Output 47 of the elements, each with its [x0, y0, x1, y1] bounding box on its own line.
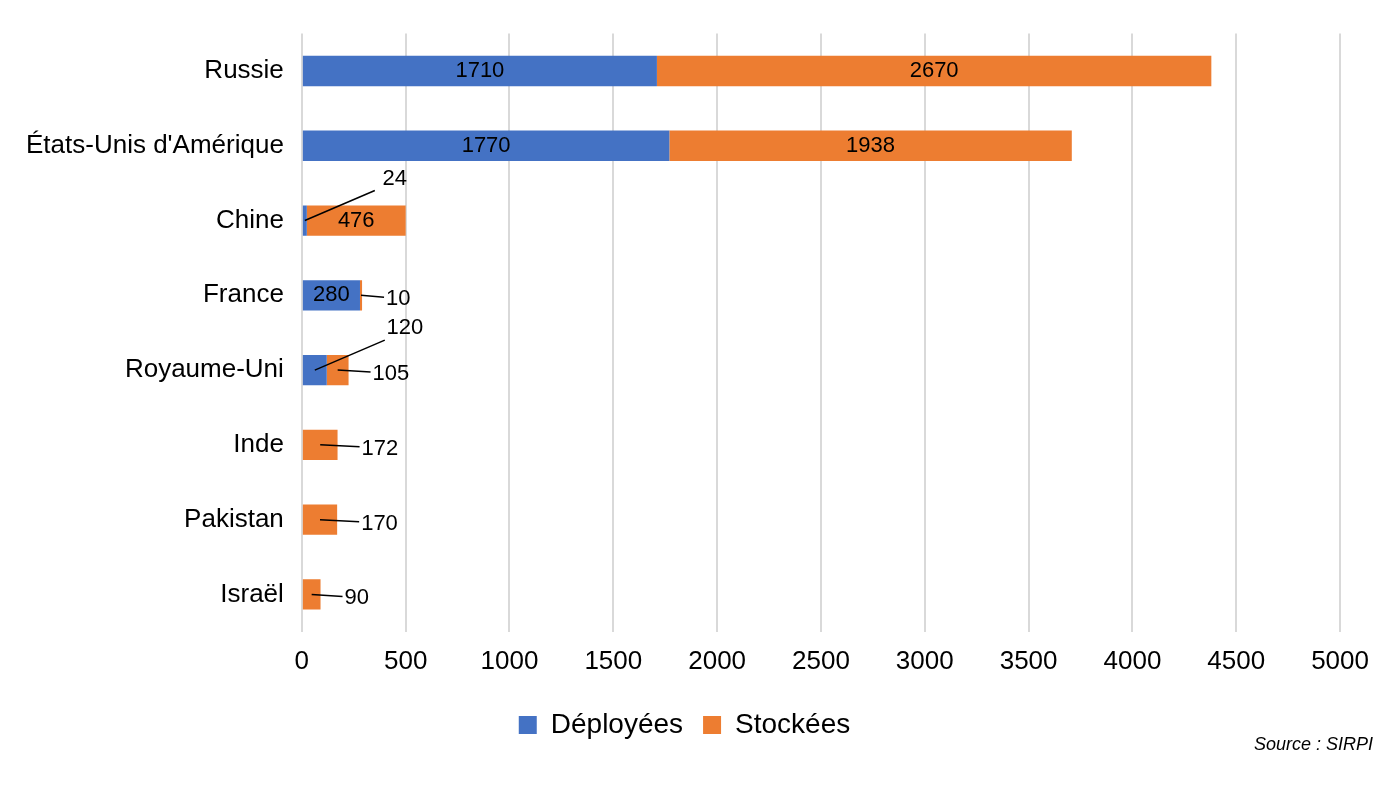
- x-tick-label: 3500: [999, 644, 1058, 675]
- data-label: 1770: [461, 131, 511, 157]
- data-label: 172: [361, 434, 399, 460]
- y-tick-label: Pakistan: [184, 502, 284, 533]
- data-label: 1710: [455, 57, 505, 83]
- y-tick-label: France: [202, 278, 284, 309]
- data-label: 280: [313, 281, 350, 307]
- data-label: 1938: [846, 131, 896, 157]
- bar: [302, 55, 657, 87]
- bar: [326, 354, 349, 386]
- bar: [302, 205, 307, 236]
- bar: [302, 429, 338, 460]
- bar: [302, 579, 321, 610]
- x-tick-label: 3000: [895, 644, 954, 675]
- bar: [306, 205, 406, 236]
- y-tick-label: Chine: [215, 203, 284, 234]
- legend-label: Stockées: [735, 707, 851, 739]
- y-tick-label: États-Unis d'Amérique: [26, 128, 284, 159]
- data-label: 90: [344, 584, 370, 610]
- y-tick-label: Russie: [204, 54, 284, 85]
- legend-label: Déployées: [550, 707, 684, 739]
- data-label: 120: [386, 314, 424, 340]
- x-tick-label: 1000: [480, 644, 539, 675]
- data-label: 476: [337, 206, 375, 232]
- bar: [359, 280, 363, 311]
- x-tick-label: 4500: [1207, 644, 1266, 675]
- x-tick-label: 500: [383, 644, 428, 675]
- y-tick-label: Inde: [233, 428, 284, 459]
- x-tick-label: 2500: [792, 644, 850, 675]
- x-tick-label: 5000: [1311, 644, 1369, 675]
- y-tick-label: Israël: [220, 577, 284, 608]
- x-tick-label: 4000: [1103, 644, 1162, 675]
- x-tick-label: 2000: [688, 644, 747, 675]
- x-tick-label: 1500: [584, 644, 643, 675]
- data-label: 24: [382, 164, 408, 190]
- bar: [656, 55, 1212, 87]
- y-tick-label: Royaume-Uni: [124, 353, 284, 384]
- source-note: Source : SIRPI: [1253, 734, 1373, 755]
- x-tick-label: 0: [294, 644, 310, 675]
- data-label: 105: [372, 360, 410, 386]
- data-label: 10: [386, 285, 411, 311]
- bar: [669, 130, 1072, 161]
- bar: [302, 504, 338, 535]
- data-label: 170: [361, 509, 398, 535]
- bar: [302, 354, 327, 386]
- bar: [302, 130, 670, 161]
- data-label: 2670: [909, 57, 959, 83]
